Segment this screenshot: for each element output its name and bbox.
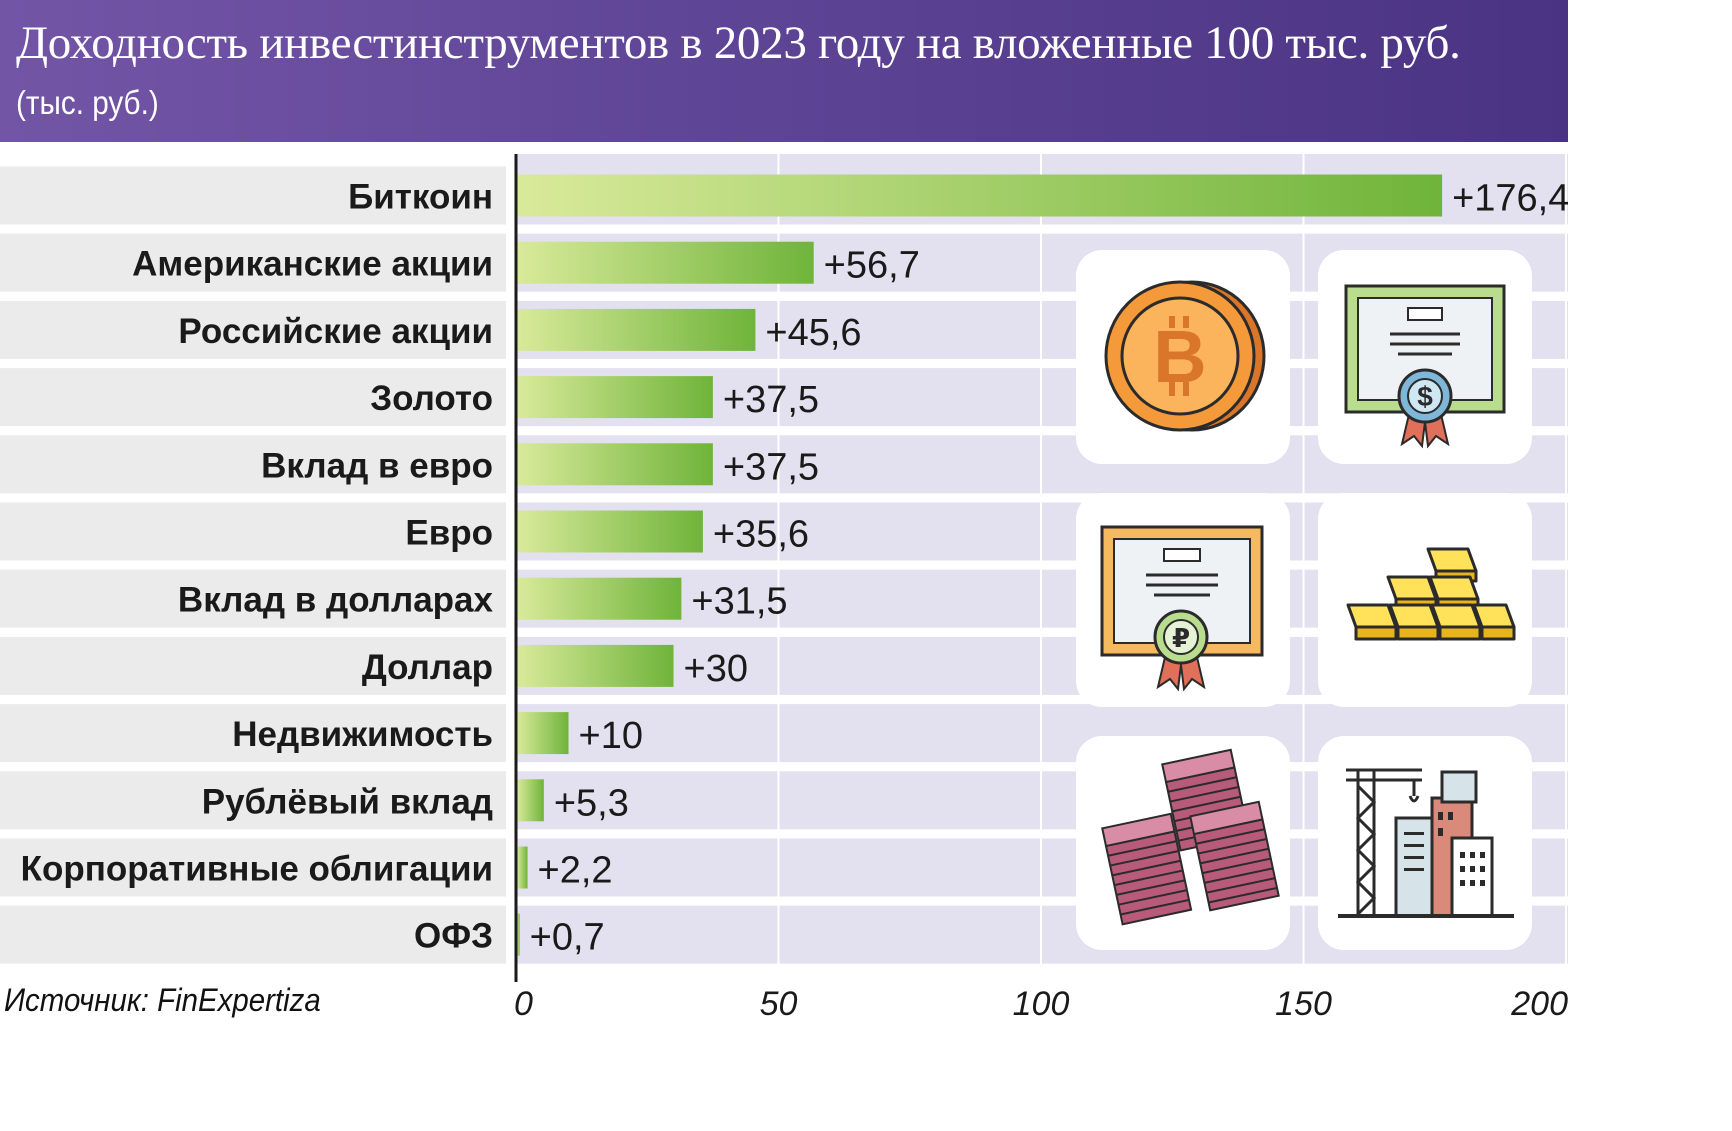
category-label: Вклад в долларах — [178, 581, 494, 620]
row-band — [0, 771, 506, 830]
value-label: +176,4 — [1452, 178, 1568, 220]
row-separator — [506, 762, 1568, 772]
row-separator — [506, 963, 1568, 973]
bar — [517, 241, 814, 284]
value-label: +37,5 — [723, 379, 819, 421]
row-band — [0, 300, 506, 359]
value-label: +31,5 — [691, 581, 787, 623]
source-note: Источник: FinExpertiza — [4, 982, 321, 1018]
bar — [517, 376, 713, 419]
dollar-certificate-tile: $ — [1318, 250, 1532, 464]
row-band — [0, 435, 506, 494]
x-tick-label: 200 — [1510, 985, 1568, 1023]
row-band — [0, 569, 506, 628]
svg-text:$: $ — [1417, 381, 1433, 412]
header-banner: Доходность инвестинструментов в 2023 год… — [0, 0, 1568, 142]
bar — [517, 712, 569, 755]
row-band — [0, 704, 506, 763]
row-separator — [506, 224, 1568, 234]
value-label: +45,6 — [765, 312, 861, 354]
value-label: +2,2 — [538, 850, 613, 892]
category-label: Доллар — [362, 648, 493, 687]
bar — [517, 644, 674, 687]
gold-bars-icon — [1346, 547, 1516, 641]
category-label: Евро — [405, 514, 493, 553]
ruble-certificate-tile: ₽ — [1076, 493, 1290, 707]
row-separator — [506, 493, 1568, 503]
category-label: Рублёвый вклад — [202, 782, 493, 821]
gold-tile — [1318, 493, 1532, 707]
bar — [517, 779, 544, 822]
row-band — [0, 368, 506, 427]
row-band — [0, 905, 506, 964]
row-separator — [506, 896, 1568, 906]
row-separator — [506, 627, 1568, 637]
dollar-certificate-icon: $ — [1344, 284, 1506, 449]
euro-banknotes-tile — [1076, 736, 1290, 950]
value-label: +56,7 — [824, 245, 920, 287]
row-band — [0, 233, 506, 292]
row-band — [0, 502, 506, 561]
bar — [517, 174, 1443, 217]
euro-banknote-stacks-icon — [1101, 748, 1280, 926]
row-band — [0, 838, 506, 897]
bar — [517, 308, 756, 351]
bar — [517, 443, 713, 486]
category-label: Российские акции — [178, 312, 493, 351]
category-label: Недвижимость — [232, 715, 493, 754]
value-label: +10 — [579, 715, 643, 757]
real-estate-tile — [1318, 736, 1532, 950]
svg-text:₽: ₽ — [1172, 624, 1190, 654]
x-tick-label: 50 — [760, 985, 798, 1023]
bar — [517, 510, 703, 553]
row-separator — [506, 426, 1568, 436]
bitcoin-coin-icon: B — [1104, 280, 1266, 432]
svg-text:B: B — [1153, 315, 1206, 398]
row-separator — [506, 829, 1568, 839]
page-subtitle: (тыс. руб.) — [16, 84, 159, 121]
row-separator — [506, 560, 1568, 570]
category-label: Биткоин — [348, 178, 493, 217]
bitcoin-tile: B — [1076, 250, 1290, 464]
value-label: +30 — [684, 648, 748, 690]
category-label: Американские акции — [132, 245, 493, 284]
category-label: ОФЗ — [414, 917, 493, 956]
row-band — [0, 636, 506, 695]
bar — [517, 577, 682, 620]
category-label: Корпоративные облигации — [21, 850, 493, 889]
x-tick-label: 150 — [1275, 985, 1332, 1023]
row-separator — [506, 291, 1568, 301]
construction-buildings-icon — [1338, 768, 1514, 918]
x-tick-label: 0 — [514, 985, 533, 1023]
value-label: +0,7 — [530, 917, 605, 959]
x-tick-label: 100 — [1013, 985, 1070, 1023]
bar — [517, 913, 520, 956]
value-label: +5,3 — [554, 782, 629, 824]
page-title: Доходность инвестинструментов в 2023 год… — [16, 17, 1461, 69]
row-band — [0, 166, 506, 225]
category-label: Золото — [370, 379, 493, 418]
bar — [517, 846, 528, 889]
category-label: Вклад в евро — [261, 446, 493, 485]
row-separator — [506, 694, 1568, 705]
ruble-certificate-icon: ₽ — [1100, 525, 1264, 692]
value-label: +37,5 — [723, 446, 819, 488]
row-separator — [506, 358, 1568, 369]
value-label: +35,6 — [713, 514, 809, 556]
